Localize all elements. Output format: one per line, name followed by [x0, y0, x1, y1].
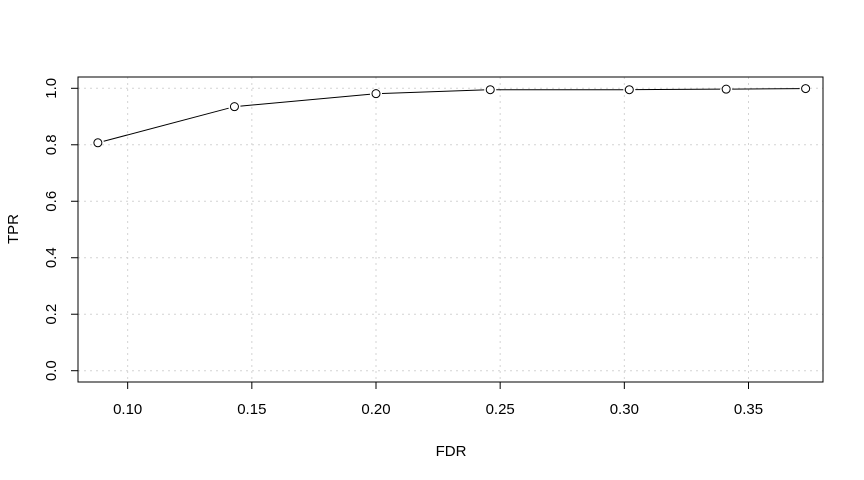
x-tick-label: 0.30	[610, 401, 639, 418]
y-axis-label: TPR	[5, 214, 22, 244]
y-tick-label: 0.6	[43, 191, 60, 212]
x-tick-label: 0.15	[237, 401, 266, 418]
series-line-segment	[381, 89, 485, 94]
data-point	[485, 85, 495, 95]
x-tick-label: 0.10	[113, 401, 142, 418]
y-tick-label: 0.8	[43, 134, 60, 155]
data-point	[624, 85, 634, 95]
grid	[78, 77, 823, 382]
x-axis-label: FDR	[436, 443, 467, 460]
y-axis: 0.0 0.2 0.4 0.6 0.8 1.0	[43, 78, 79, 381]
series-line-segment	[103, 107, 229, 142]
x-axis: 0.10 0.15 0.20 0.25 0.30 0.35	[113, 381, 763, 418]
y-tick-label: 1.0	[43, 78, 60, 99]
data-point	[801, 84, 811, 94]
y-tick-label: 0.2	[43, 304, 60, 325]
y-tick-label: 0.4	[43, 247, 60, 268]
series	[93, 84, 811, 148]
series-line-segment	[240, 93, 371, 107]
x-tick-label: 0.25	[486, 401, 515, 418]
data-point	[721, 84, 731, 94]
y-tick-label: 0.0	[43, 360, 60, 381]
data-point	[229, 102, 239, 112]
plot-frame	[77, 76, 824, 383]
x-tick-label: 0.35	[734, 401, 763, 418]
data-point	[371, 89, 381, 99]
data-point	[93, 138, 103, 148]
x-tick-label: 0.20	[361, 401, 390, 418]
